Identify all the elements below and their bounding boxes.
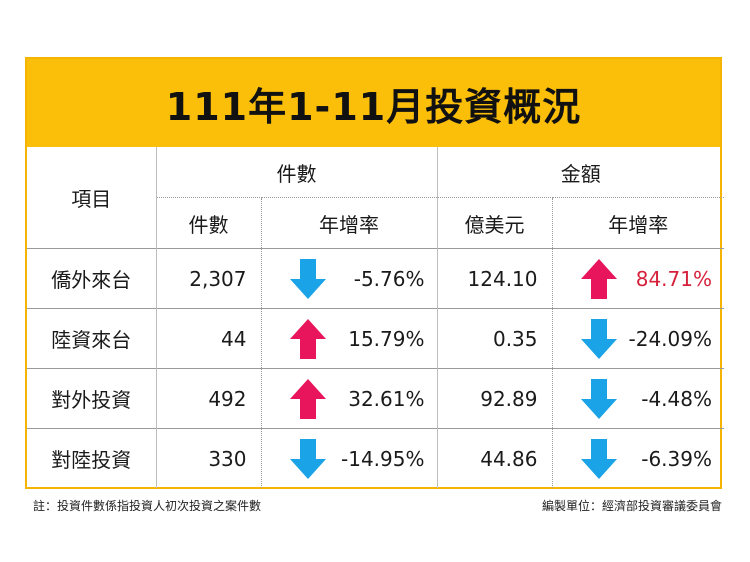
row-label: 對陸投資 — [27, 428, 156, 488]
arrow-down-icon — [289, 258, 326, 299]
arrow-down-icon — [580, 318, 617, 359]
header-count-growth: 年增率 — [260, 197, 437, 249]
row-amount: 44.86 — [436, 428, 552, 488]
row-amount-growth: -24.09% — [628, 326, 712, 351]
arrow-up-icon — [289, 378, 326, 419]
row-count: 492 — [155, 368, 261, 429]
page-title: 111年1-11月投資概況 — [165, 84, 582, 129]
row-count: 44 — [155, 308, 261, 369]
header-amount: 億美元 — [436, 197, 552, 249]
row-count: 2,307 — [155, 248, 261, 309]
header-count-group: 件數 — [155, 147, 437, 198]
table-row: 陸資來台 44 15.79% 0.35 -24.09% — [27, 308, 724, 369]
header-item: 項目 — [71, 187, 112, 211]
header-amount-growth: 年增率 — [551, 197, 724, 249]
arrow-down-icon — [580, 438, 617, 479]
table-row: 僑外來台 2,307 -5.76% 124.10 84.71% — [27, 248, 724, 309]
header-amount-group: 金額 — [436, 147, 724, 198]
footnote: 註：投資件數係指投資人初次投資之案件數 — [33, 499, 262, 513]
row-amount: 92.89 — [436, 368, 552, 429]
arrow-down-icon — [289, 438, 326, 479]
row-amount: 0.35 — [436, 308, 552, 369]
row-amount-growth: -4.48% — [641, 386, 712, 411]
header-count: 件數 — [155, 197, 261, 249]
row-count-growth: -14.95% — [341, 446, 425, 471]
row-count-growth: -5.76% — [353, 266, 425, 291]
row-label: 陸資來台 — [27, 308, 156, 369]
investment-table: 項目 件數 金額 件數 年增率 億美元 年增率 僑外來台 2,307 -5.76% 1… — [27, 147, 724, 488]
arrow-up-icon — [289, 318, 326, 359]
row-count-growth: 32.61% — [348, 386, 425, 411]
title-bar: 111年1-11月投資概況 — [27, 59, 720, 147]
row-label: 僑外來台 — [27, 248, 156, 309]
arrow-up-icon — [580, 258, 617, 299]
source-note: 編製單位：經濟部投資審議委員會 — [541, 499, 722, 513]
row-count-growth: 15.79% — [348, 326, 425, 351]
summary-panel: 111年1-11月投資概況 項目 件數 金額 件數 年增率 億美元 年增率 僑外… — [25, 57, 724, 489]
table-row: 對外投資 492 32.61% 92.89 -4.48% — [27, 368, 724, 429]
table-row: 對陸投資 330 -14.95% 44.86 -6.39% — [27, 428, 724, 488]
arrow-down-icon — [580, 378, 617, 419]
row-count: 330 — [155, 428, 261, 488]
row-amount-growth: -6.39% — [641, 446, 712, 471]
row-label: 對外投資 — [27, 368, 156, 429]
row-amount: 124.10 — [436, 248, 552, 309]
row-amount-growth: 84.71% — [635, 266, 712, 291]
